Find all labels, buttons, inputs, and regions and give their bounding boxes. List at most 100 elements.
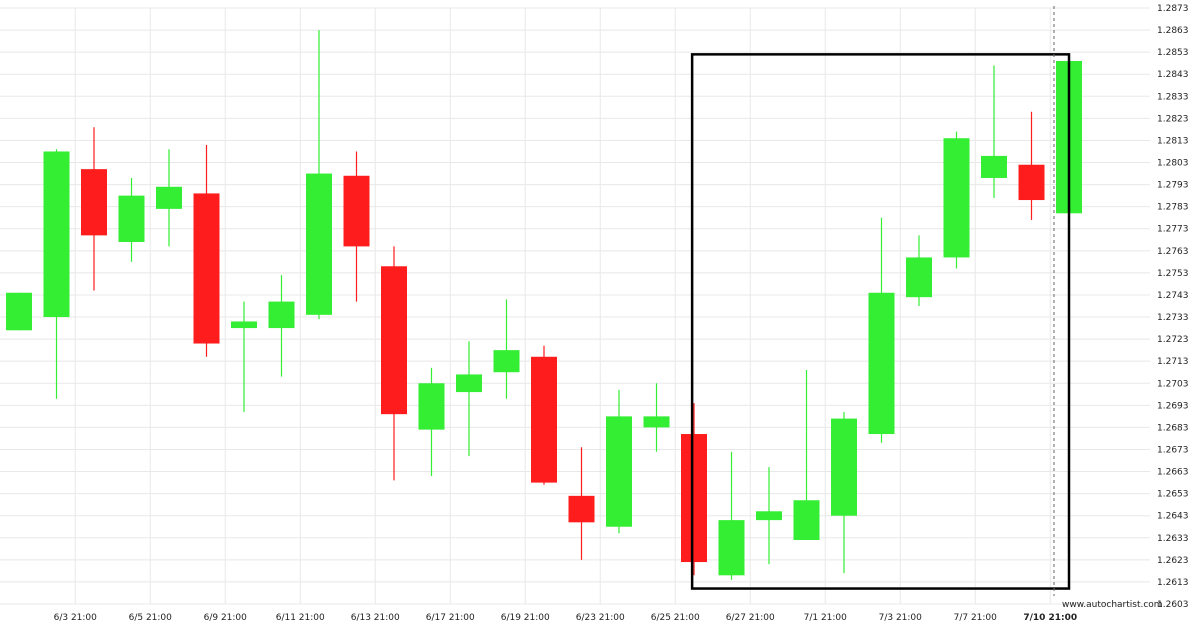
candle-bullish [43, 149, 70, 399]
y-tick-label: 1.2733 [1157, 313, 1189, 323]
grid-lines [0, 7, 1150, 605]
candle-bullish [718, 451, 745, 580]
candle-body [343, 175, 370, 247]
candle-bullish [418, 367, 445, 476]
pattern-highlight-box [690, 53, 1071, 590]
y-tick-label: 1.2793 [1157, 181, 1189, 191]
x-tick-label: 6/11 21:00 [276, 613, 325, 623]
candle-bearish [568, 447, 595, 560]
candle-bullish [156, 149, 182, 247]
y-tick-label: 1.2623 [1157, 556, 1189, 566]
candle-body [456, 374, 482, 393]
y-tick-label: 1.2663 [1157, 468, 1189, 478]
candle-bearish [81, 127, 107, 291]
candle-body [493, 350, 520, 373]
candle-bearish [681, 403, 707, 576]
candle-bullish [756, 467, 782, 565]
watermark-text: www.autochartist.com [1062, 600, 1163, 610]
candle-bearish [1018, 111, 1045, 220]
candle-bullish [268, 275, 295, 377]
candle-bullish [306, 30, 332, 320]
y-tick-label: 1.2713 [1157, 357, 1189, 367]
y-tick-label: 1.2783 [1157, 203, 1189, 213]
x-tick-label: 7/10 21:00 [1023, 613, 1077, 623]
candle-body [568, 495, 595, 523]
y-tick-label: 1.2753 [1157, 269, 1189, 279]
candle-bullish [456, 341, 482, 457]
x-tick-label: 6/13 21:00 [351, 613, 400, 623]
candle-body [306, 173, 332, 315]
candle-body [531, 356, 557, 483]
x-axis-labels: 6/3 21:00 6/5 21:00 6/9 21:00 6/11 21:00 6/1… [54, 613, 1078, 623]
x-tick-label: 6/3 21:00 [54, 613, 98, 623]
candle-bullish [231, 301, 257, 412]
y-tick-label: 1.2833 [1157, 92, 1189, 102]
candle-body [943, 138, 970, 258]
candle-body [81, 169, 107, 236]
x-tick-label: 6/25 21:00 [651, 613, 700, 623]
y-tick-label: 1.2803 [1157, 159, 1189, 169]
candle-body [756, 511, 782, 521]
y-tick-label: 1.2703 [1157, 379, 1189, 389]
candle-body [981, 155, 1007, 178]
candle-body [6, 292, 32, 331]
y-tick-label: 1.2773 [1157, 225, 1189, 235]
candle-body [193, 193, 220, 344]
candle-body [231, 321, 257, 329]
candle-bullish [6, 292, 32, 331]
y-tick-label: 1.2743 [1157, 291, 1189, 301]
candle-body [156, 186, 182, 209]
candle-body [868, 292, 895, 435]
candle-bullish [606, 389, 632, 534]
y-tick-label: 1.2683 [1157, 423, 1189, 433]
candle-body [418, 383, 445, 430]
x-tick-label: 6/19 21:00 [501, 613, 550, 623]
overlays [690, 6, 1071, 596]
candle-bullish [831, 411, 857, 574]
candle-body [43, 151, 70, 318]
y-tick-label: 1.2853 [1157, 48, 1189, 58]
y-axis-labels: 1.2603 1.2613 1.2623 1.2633 1.2643 1.2653 1.26… [1157, 4, 1189, 610]
candle-bullish [981, 65, 1007, 198]
candle-body [268, 301, 295, 329]
candle-body [606, 416, 632, 527]
y-tick-label: 1.2863 [1157, 26, 1189, 36]
candle-bearish [193, 144, 220, 357]
candle-body [118, 195, 145, 242]
y-tick-label: 1.2813 [1157, 136, 1189, 146]
candle-bearish [343, 151, 370, 302]
candle-bullish [793, 370, 820, 540]
y-tick-label: 1.2693 [1157, 401, 1189, 411]
candle-bearish [531, 345, 557, 485]
candle-body [793, 500, 820, 540]
y-tick-label: 1.2723 [1157, 335, 1189, 345]
candle-bearish [381, 246, 407, 481]
candle-bullish [943, 131, 970, 269]
candle-body [381, 266, 407, 415]
candle-body [681, 434, 707, 563]
y-tick-label: 1.2603 [1157, 600, 1189, 610]
x-tick-label: 6/27 21:00 [726, 613, 775, 623]
candle-bullish [493, 299, 520, 399]
candle-body [831, 418, 857, 516]
candle-body [1018, 164, 1045, 201]
y-tick-label: 1.2633 [1157, 534, 1189, 544]
candle-body [906, 257, 932, 298]
candle-body [643, 416, 670, 428]
x-tick-label: 6/23 21:00 [576, 613, 625, 623]
x-tick-label: 6/9 21:00 [204, 613, 248, 623]
y-tick-label: 1.2673 [1157, 445, 1189, 455]
candle-bullish [868, 217, 895, 443]
x-tick-label: 7/7 21:00 [954, 613, 998, 623]
y-tick-label: 1.2613 [1157, 578, 1189, 588]
candle-bullish [118, 177, 145, 262]
x-tick-label: 6/5 21:00 [129, 613, 173, 623]
x-tick-label: 7/1 21:00 [804, 613, 848, 623]
y-tick-label: 1.2873 [1157, 4, 1189, 14]
y-tick-label: 1.2643 [1157, 512, 1189, 522]
x-tick-label: 6/17 21:00 [426, 613, 475, 623]
x-tick-label: 7/3 21:00 [879, 613, 923, 623]
candle-bullish [643, 383, 670, 452]
candle-body [718, 520, 745, 576]
